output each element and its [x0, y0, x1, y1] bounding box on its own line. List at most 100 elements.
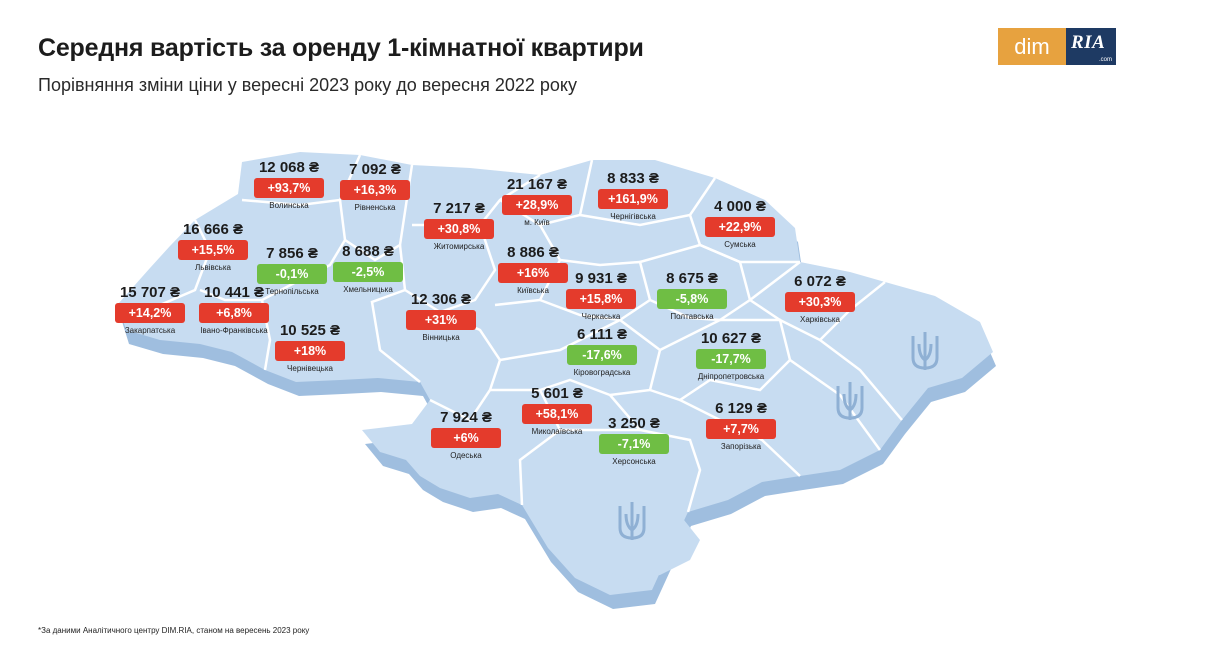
region-name: Вінницька	[422, 333, 460, 342]
region-change-badge: +6%	[431, 428, 501, 448]
region-name: Херсонська	[612, 457, 656, 466]
region-price: 12 306 ₴	[410, 291, 472, 308]
region-price: 4 000 ₴	[714, 198, 766, 215]
region-change-badge: +31%	[406, 310, 476, 330]
region-zaporizka: 6 129 ₴ +7,7% Запорізька	[681, 400, 801, 451]
region-change-badge: +7,7%	[706, 419, 776, 439]
region-change-badge: -0,1%	[257, 264, 327, 284]
region-volynska: 12 068 ₴ +93,7% Волинська	[229, 159, 349, 210]
region-name: Хмельницька	[343, 285, 393, 294]
region-price: 6 129 ₴	[715, 400, 767, 417]
region-change-badge: -17,6%	[567, 345, 637, 365]
region-price: 8 688 ₴	[342, 243, 394, 260]
region-name: Закарпатська	[124, 326, 176, 335]
region-change-badge: -2,5%	[333, 262, 403, 282]
region-price: 7 856 ₴	[266, 245, 318, 262]
region-lvivska: 16 666 ₴ +15,5% Львівська	[153, 221, 273, 272]
region-price: 3 250 ₴	[608, 415, 660, 432]
region-kharkivska: 6 072 ₴ +30,3% Харківська	[760, 273, 880, 324]
region-price: 16 666 ₴	[182, 221, 244, 238]
region-price: 7 217 ₴	[433, 200, 485, 217]
region-name: Кіровоградська	[573, 368, 631, 377]
region-name: Волинська	[269, 201, 309, 210]
footnote: *За даними Аналітичного центру DIM.RIA, …	[38, 626, 310, 635]
region-ternopilska: 7 856 ₴ -0,1% Тернопільська	[232, 245, 352, 296]
region-khersonska: 3 250 ₴ -7,1% Херсонська	[574, 415, 694, 466]
region-change-badge: +30,8%	[424, 219, 494, 239]
region-ivano-frankivska: 10 441 ₴ +6,8% Івано-Франківська	[174, 284, 294, 335]
region-name: Львівська	[195, 263, 231, 272]
trident-icon	[830, 380, 870, 424]
region-price: 10 627 ₴	[700, 330, 762, 347]
crimea-shape	[560, 492, 700, 580]
region-price: 15 707 ₴	[119, 284, 181, 301]
logo-ria-sub: .com	[1098, 57, 1112, 63]
trident-icon	[905, 330, 945, 374]
region-kyiv-city: 21 167 ₴ +28,9% м. Київ	[477, 176, 597, 227]
region-change-badge: +28,9%	[502, 195, 572, 215]
region-price: 6 072 ₴	[794, 273, 846, 290]
region-change-badge: +22,9%	[705, 217, 775, 237]
logo-dim: dim	[998, 28, 1066, 65]
region-name: Житомирська	[433, 242, 485, 251]
region-name: Рівненська	[354, 203, 396, 212]
region-change-badge: -7,1%	[599, 434, 669, 454]
region-change-badge: -17,7%	[696, 349, 766, 369]
region-name: Дніпропетровська	[697, 372, 765, 381]
region-vinnytska: 12 306 ₴ +31% Вінницька	[381, 291, 501, 342]
dim-ria-logo: dim RIA .com	[998, 28, 1116, 65]
region-mykolaivska: 5 601 ₴ +58,1% Миколаївська	[497, 385, 617, 436]
region-chernivetska: 10 525 ₴ +18% Чернівецька	[250, 322, 370, 373]
region-change-badge: +93,7%	[254, 178, 324, 198]
region-change-badge: +16%	[498, 263, 568, 283]
region-price: 7 092 ₴	[349, 161, 401, 178]
region-change-badge: +30,3%	[785, 292, 855, 312]
logo-ria: RIA .com	[1066, 28, 1116, 65]
region-name: Тернопільська	[265, 287, 319, 296]
region-change-badge: +161,9%	[598, 189, 668, 209]
region-change-badge: -5,8%	[657, 289, 727, 309]
region-price: 8 886 ₴	[507, 244, 559, 261]
region-name: Полтавська	[670, 312, 714, 321]
region-name: Київська	[517, 286, 549, 295]
region-khmelnytska: 8 688 ₴ -2,5% Хмельницька	[308, 243, 428, 294]
page-subtitle: Порівняння зміни ціни у вересні 2023 рок…	[38, 75, 577, 95]
region-zhytomyrska: 7 217 ₴ +30,8% Житомирська	[399, 200, 519, 251]
region-name: Чернігівська	[610, 212, 656, 221]
region-change-badge: +58,1%	[522, 404, 592, 424]
region-rivnenska: 7 092 ₴ +16,3% Рівненська	[315, 161, 435, 212]
region-change-badge: +14,2%	[115, 303, 185, 323]
region-name: Харківська	[800, 315, 840, 324]
region-name: м. Київ	[524, 218, 550, 227]
trident-icon	[612, 500, 652, 544]
region-name: Івано-Франківська	[200, 326, 268, 335]
region-name: Запорізька	[720, 442, 762, 451]
region-kirovohradska: 6 111 ₴ -17,6% Кіровоградська	[542, 326, 662, 377]
region-change-badge: +15,8%	[566, 289, 636, 309]
region-chernihivska: 8 833 ₴ +161,9% Чернігівська	[573, 170, 693, 221]
region-price: 10 525 ₴	[279, 322, 341, 339]
region-change-badge: +6,8%	[199, 303, 269, 323]
region-name: Миколаївська	[531, 427, 583, 436]
region-price: 5 601 ₴	[531, 385, 583, 402]
region-name: Черкаська	[581, 312, 621, 321]
region-change-badge: +18%	[275, 341, 345, 361]
region-price: 7 924 ₴	[440, 409, 492, 426]
region-kyivska: 8 886 ₴ +16% Київська	[473, 244, 593, 295]
region-poltavska: 8 675 ₴ -5,8% Полтавська	[632, 270, 752, 321]
region-price: 21 167 ₴	[506, 176, 568, 193]
region-sumska: 4 000 ₴ +22,9% Сумська	[680, 198, 800, 249]
region-change-badge: +15,5%	[178, 240, 248, 260]
logo-ria-text: RIA	[1071, 32, 1106, 53]
region-dnipropetrovska: 10 627 ₴ -17,7% Дніпропетровська	[671, 330, 791, 381]
region-name: Одеська	[450, 451, 482, 460]
region-name: Чернівецька	[287, 364, 333, 373]
page-title: Середня вартість за оренду 1-кімнатної к…	[38, 34, 644, 62]
region-change-badge: +16,3%	[340, 180, 410, 200]
region-price: 8 675 ₴	[666, 270, 718, 287]
region-price: 12 068 ₴	[258, 159, 320, 176]
region-zakarpatska: 15 707 ₴ +14,2% Закарпатська	[90, 284, 210, 335]
region-price: 9 931 ₴	[575, 270, 627, 287]
region-price: 8 833 ₴	[607, 170, 659, 187]
